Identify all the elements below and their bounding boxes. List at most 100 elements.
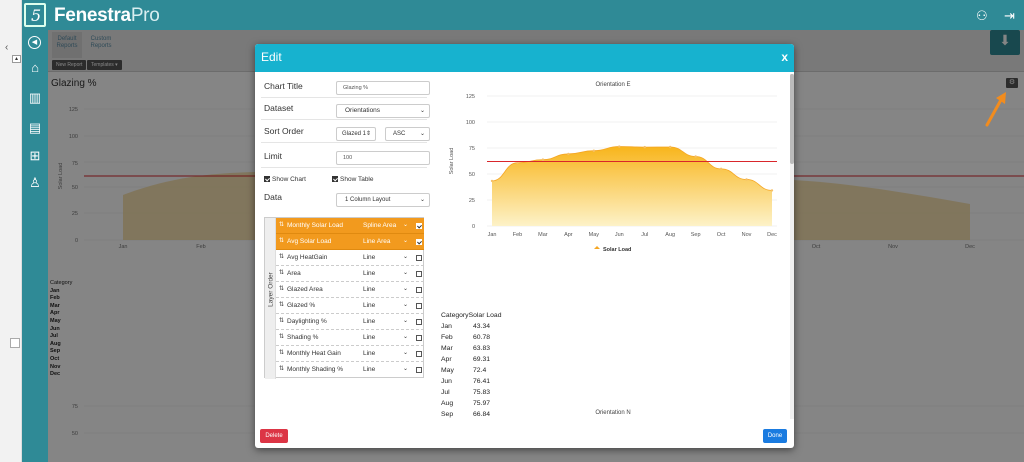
layer-row[interactable]: ⇅ Shading % Line ⌄ (276, 330, 424, 346)
drag-handle-icon[interactable]: ⇅ (279, 222, 285, 228)
data-layout-select[interactable]: 1 Column Layout ⌄ (336, 193, 430, 207)
show-table-checkbox[interactable] (332, 176, 338, 183)
layer-checkbox[interactable] (416, 223, 422, 229)
chevron-down-icon[interactable]: ⌄ (403, 318, 409, 324)
layer-checkbox[interactable] (416, 303, 422, 309)
dataset-select[interactable]: Orientations ⌄ (336, 104, 430, 118)
buildings-icon[interactable]: ▥ (28, 90, 42, 105)
logout-icon[interactable]: ⇥ (1004, 8, 1015, 23)
drag-handle-icon[interactable]: ⇅ (279, 350, 285, 356)
users-icon[interactable]: ⚇ (976, 8, 988, 23)
chevron-down-icon[interactable]: ⌄ (403, 270, 409, 276)
gear-icon[interactable]: ⚙ (1006, 78, 1018, 88)
scroll-thumb[interactable] (10, 338, 20, 348)
drag-handle-icon[interactable]: ⇅ (279, 334, 285, 340)
show-chart-toggle[interactable]: Show Chart (264, 176, 306, 183)
tab-custom-reports[interactable]: Custom Reports (86, 32, 116, 58)
layer-type-select[interactable]: Spline Area (363, 222, 397, 229)
templates-button[interactable]: Templates ▾ (87, 60, 122, 70)
table-row: Aug 75.97 (441, 398, 501, 409)
sort-direction-select[interactable]: ASC ⌄ (385, 127, 430, 141)
preview-scroll-thumb[interactable] (790, 74, 794, 164)
new-report-button[interactable]: New Report (52, 60, 87, 70)
layer-row[interactable]: ⇅ Daylighting % Line ⌄ (276, 314, 424, 330)
chevron-down-icon[interactable]: ⌄ (403, 286, 409, 292)
layer-row[interactable]: ⇅ Avg Solar Load Line Area ⌄ (276, 234, 424, 250)
drag-handle-icon[interactable]: ⇅ (279, 286, 285, 292)
show-chart-checkbox[interactable] (264, 176, 270, 183)
scroll-up-arrow[interactable]: ▴ (12, 55, 21, 63)
outer-scrollbar[interactable]: ‹ ▴ (0, 0, 22, 462)
layer-checkbox[interactable] (416, 367, 422, 373)
limit-label: Limit (264, 151, 282, 161)
chart-title-input[interactable]: Glazing % (336, 81, 430, 95)
layer-checkbox[interactable] (416, 351, 422, 357)
download-button[interactable]: ⬇ (990, 30, 1020, 55)
drag-handle-icon[interactable]: ⇅ (279, 254, 285, 260)
done-button[interactable]: Done (763, 429, 787, 443)
layer-row[interactable]: ⇅ Glazed % Line ⌄ (276, 298, 424, 314)
chart-title-row: Chart Title Glazing % (261, 80, 430, 98)
layer-type-select[interactable]: Line (363, 350, 376, 357)
chevron-down-icon[interactable]: ⌄ (403, 366, 409, 372)
layer-checkbox[interactable] (416, 271, 422, 277)
drag-handle-icon[interactable]: ⇅ (279, 318, 285, 324)
layer-type-select[interactable]: Line (363, 254, 376, 261)
dataset-label: Dataset (264, 103, 294, 113)
x-tick-label: Jun (615, 232, 624, 238)
preview-scrollbar[interactable] (790, 74, 794, 419)
table-cell-value: 43.34 (473, 323, 491, 330)
drag-handle-icon[interactable]: ⇅ (279, 302, 285, 308)
bg-area-left (123, 172, 256, 240)
tab-default-reports[interactable]: Default Reports (52, 32, 82, 58)
layer-checkbox[interactable] (416, 239, 422, 245)
bg-month: Mar (50, 302, 60, 309)
layer-row[interactable]: ⇅ Glazed Area Line ⌄ (276, 282, 424, 298)
window-icon[interactable]: ⊞ (29, 148, 41, 163)
bg-ytick: 75 (72, 404, 78, 410)
table-cell-category: May (441, 367, 454, 374)
layer-row[interactable]: ⇅ Monthly Shading % Line ⌄ (276, 362, 424, 378)
layer-type-select[interactable]: Line Area (363, 238, 391, 245)
layer-type-select[interactable]: Line (363, 270, 376, 277)
layer-row[interactable]: ⇅ Avg HeatGain Line ⌄ (276, 250, 424, 266)
chevron-down-icon[interactable]: ⌄ (403, 238, 409, 244)
back-circle-icon[interactable]: ◀ (28, 36, 41, 49)
sort-field-value: Glazed 1 (342, 131, 367, 137)
layer-type-select[interactable]: Line (363, 318, 376, 325)
layer-row[interactable]: ⇅ Monthly Heat Gain Line ⌄ (276, 346, 424, 362)
building-chart-icon[interactable]: ▤ (28, 120, 42, 135)
show-table-toggle[interactable]: Show Table (332, 176, 374, 183)
layer-type-select[interactable]: Line (363, 366, 376, 373)
data-point (745, 178, 748, 181)
chevron-down-icon[interactable]: ⌄ (403, 350, 409, 356)
delete-button[interactable]: Delete (260, 429, 288, 443)
chevron-down-icon[interactable]: ⌄ (403, 222, 409, 228)
layer-row[interactable]: ⇅ Monthly Solar Load Spline Area ⌄ (276, 218, 424, 234)
table-cell-value: 76.41 (473, 378, 491, 385)
close-icon[interactable]: x (781, 50, 788, 64)
layer-checkbox[interactable] (416, 287, 422, 293)
chevron-down-icon[interactable]: ⌄ (403, 302, 409, 308)
user-icon[interactable]: ♙ (29, 175, 41, 190)
sort-field-select[interactable]: Glazed 1 ⇕ (336, 127, 376, 141)
layer-type-select[interactable]: Line (363, 286, 376, 293)
chevron-up-icon[interactable]: ‹ (5, 42, 9, 53)
chevron-down-icon[interactable]: ⌄ (403, 334, 409, 340)
layer-type-select[interactable]: Line (363, 302, 376, 309)
layer-checkbox[interactable] (416, 335, 422, 341)
bg-month: May (50, 317, 61, 324)
layer-row[interactable]: ⇅ Area Line ⌄ (276, 266, 424, 282)
limit-input[interactable]: 100 (336, 151, 430, 165)
layer-checkbox[interactable] (416, 255, 422, 261)
bg-month: Jun (50, 325, 60, 332)
chevron-down-icon[interactable]: ⌄ (403, 254, 409, 260)
logo-bold: Fenestra (54, 5, 131, 26)
layer-type-select[interactable]: Line (363, 334, 376, 341)
drag-handle-icon[interactable]: ⇅ (279, 238, 285, 244)
drag-handle-icon[interactable]: ⇅ (279, 270, 285, 276)
drag-handle-icon[interactable]: ⇅ (279, 366, 285, 372)
layer-checkbox[interactable] (416, 319, 422, 325)
home-icon[interactable]: ⌂ (31, 60, 39, 75)
data-point (668, 145, 672, 149)
